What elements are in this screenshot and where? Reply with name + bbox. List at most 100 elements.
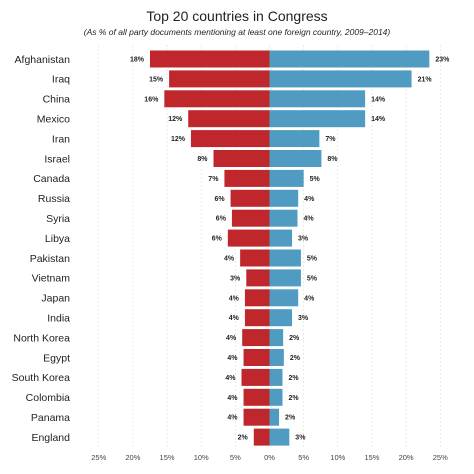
data-label-right: 2% [285,415,296,422]
data-label-left: 12% [171,136,186,143]
bar-right [269,110,366,128]
bar-right [269,388,283,406]
bar-left [240,249,270,267]
x-tick-label: 25% [91,453,106,462]
bar-left [190,130,270,148]
bar-left [241,368,270,386]
bar-right [269,428,290,446]
data-label-left: 6% [214,196,225,203]
data-label-right: 5% [310,176,321,183]
category-label: Syria [46,213,70,225]
category-label: Japan [41,293,70,305]
category-label: Israel [44,153,70,165]
bar-right [269,90,366,108]
data-label-left: 4% [229,295,240,302]
bar-right [269,289,299,307]
category-label: Canada [33,173,70,185]
bar-left [213,150,270,167]
data-label-left: 15% [149,76,164,83]
category-label: North Korea [13,332,70,344]
data-label-right: 14% [371,116,386,123]
bar-left [244,289,270,307]
x-tick-label: 5% [298,453,309,462]
data-label-right: 7% [325,136,336,143]
bar-left [244,309,270,327]
category-label: South Korea [12,372,71,384]
data-label-right: 4% [304,196,315,203]
bar-left [227,229,270,247]
data-label-left: 4% [229,315,240,322]
data-label-right: 3% [295,435,306,442]
data-label-left: 4% [227,355,238,362]
category-label: Egypt [43,352,70,364]
data-label-left: 6% [212,236,223,243]
category-label: Iran [52,133,70,145]
data-label-left: 16% [144,96,159,103]
bar-left [243,388,270,406]
bar-left [164,90,270,108]
bar-right [269,329,284,347]
bar-right [269,189,299,207]
bar-right [269,130,320,148]
data-label-left: 4% [226,335,237,342]
bar-right [269,70,412,88]
x-tick-label: 0% [264,453,275,462]
chart-title: Top 20 countries in Congress [146,8,328,24]
data-label-right: 3% [298,236,309,243]
x-tick-label: 5% [230,453,241,462]
bar-right [269,229,293,247]
data-label-right: 3% [298,315,309,322]
data-label-right: 8% [327,156,338,163]
data-label-left: 6% [216,216,227,223]
category-label: Russia [38,193,70,205]
category-label: England [31,432,70,444]
bar-right [269,150,322,167]
category-label: Afghanistan [15,54,71,66]
data-label-left: 18% [130,57,145,64]
bar-left [231,209,270,227]
bar-right [269,249,301,267]
category-label: Mexico [37,114,70,126]
data-label-right: 4% [304,295,315,302]
data-label-left: 7% [208,176,219,183]
data-label-left: 4% [224,256,235,263]
bar-left [243,349,270,366]
x-tick-label: 10% [194,453,209,462]
category-label: Panama [31,412,70,424]
bar-left [230,189,270,207]
x-tick-label: 10% [330,453,345,462]
category-label: India [47,313,70,325]
x-tick-label: 15% [160,453,175,462]
data-label-right: 4% [304,216,315,223]
data-label-left: 4% [227,395,238,402]
x-tick-label: 15% [364,453,379,462]
bar-right [269,50,430,68]
data-label-left: 2% [238,435,249,442]
category-label: Vietnam [32,273,71,285]
data-label-right: 2% [289,335,300,342]
x-tick-label: 20% [399,453,414,462]
bar-left [188,110,270,128]
data-label-right: 23% [435,57,450,64]
data-label-right: 21% [418,76,433,83]
bar-left [149,50,270,68]
category-label: Iraq [52,74,70,86]
data-label-left: 4% [225,375,236,382]
data-label-left: 3% [230,275,241,282]
bar-right [269,408,280,426]
bar-right [269,169,304,187]
bar-left [169,70,270,88]
data-label-right: 5% [307,256,318,263]
data-label-left: 8% [197,156,208,163]
data-label-left: 4% [227,415,238,422]
category-label: Colombia [26,392,71,404]
bar-left [246,269,270,287]
bar-right [269,309,293,327]
x-tick-label: 20% [125,453,140,462]
bar-left [253,428,270,446]
category-label: Libya [45,233,70,245]
bar-right [269,269,301,287]
data-label-right: 2% [290,355,301,362]
bar-right [269,349,284,366]
